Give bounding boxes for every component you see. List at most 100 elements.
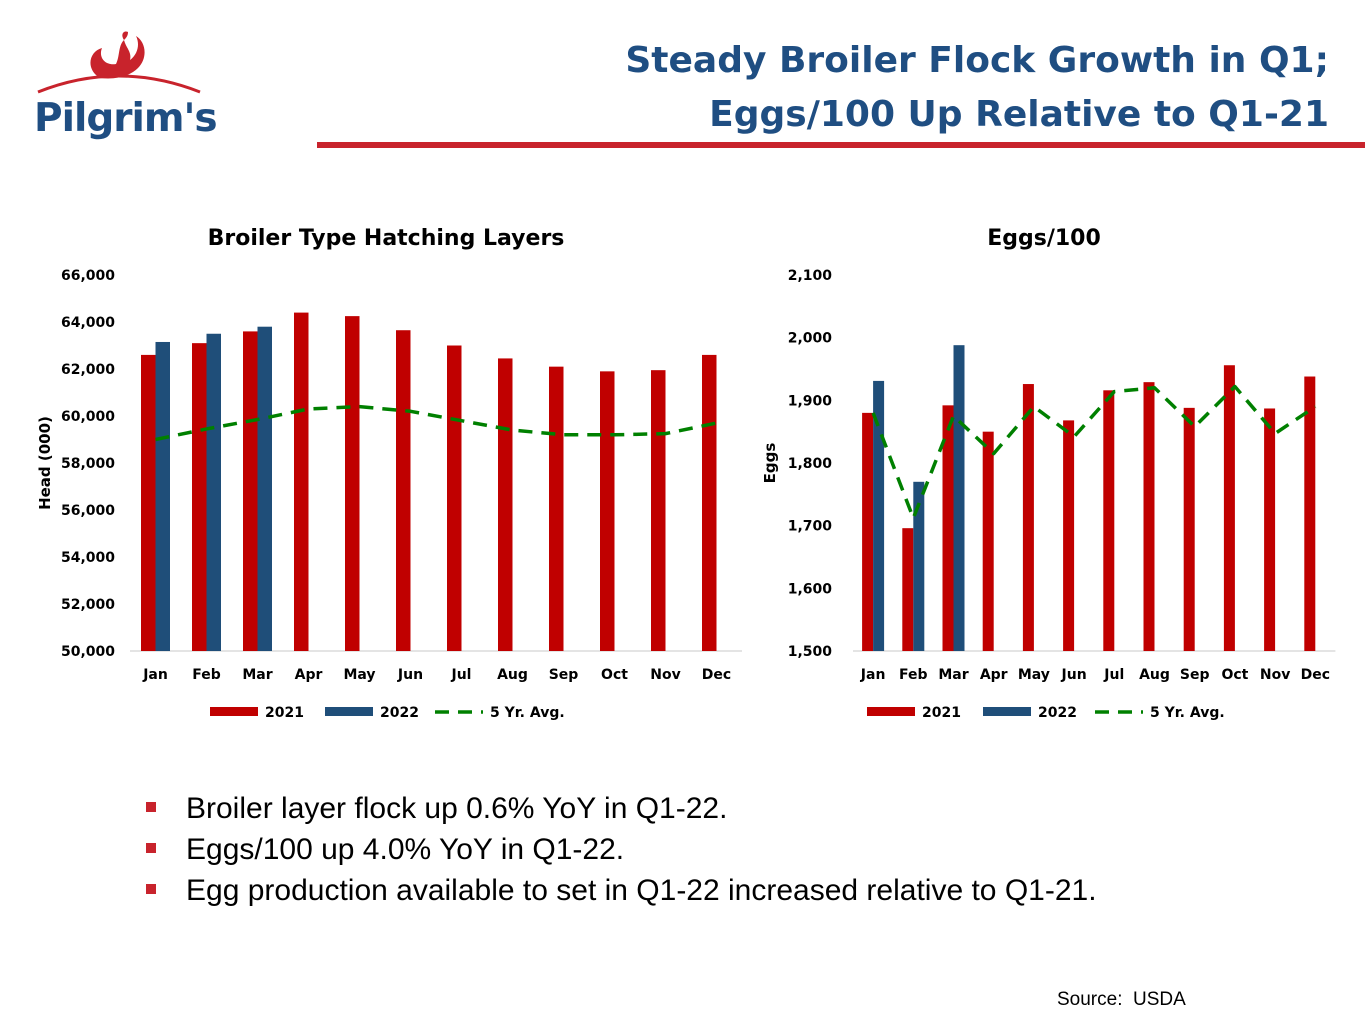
y-tick-label: 60,000	[61, 409, 115, 425]
bullet-list: Broiler layer flock up 0.6% YoY in Q1-22…	[140, 788, 1097, 911]
legend-label: 2021	[265, 705, 304, 721]
five-year-avg-line	[871, 384, 1317, 520]
hatching-layers-chart: Broiler Type Hatching Layers 50,000 52,000…	[30, 215, 750, 735]
y-tick-label: 54,000	[61, 550, 115, 566]
bar-2021	[1143, 382, 1155, 651]
bar-2021	[192, 343, 207, 651]
bar-2021	[345, 316, 360, 651]
bar-2021	[1183, 407, 1195, 651]
x-tick-label: Jan	[142, 667, 168, 683]
pilgrims-logo: Pilgrim's	[28, 30, 218, 145]
legend-swatch	[210, 707, 258, 716]
bar-2021	[942, 405, 954, 651]
x-tick-label: Jul	[451, 667, 472, 683]
legend-label: 2021	[922, 705, 961, 721]
bar-2022	[206, 333, 221, 651]
x-tick-label: Feb	[899, 667, 928, 683]
y-tick-label: 1,900	[788, 393, 833, 409]
bullet-item: Broiler layer flock up 0.6% YoY in Q1-22…	[140, 788, 1097, 829]
x-tick-label: May	[343, 667, 375, 683]
x-tick-label: Aug	[497, 667, 528, 683]
x-tick-label: Sep	[549, 667, 579, 683]
bar-2021	[243, 331, 258, 651]
chart-title: Broiler Type Hatching Layers	[208, 226, 565, 251]
x-tick-label: Aug	[1139, 667, 1170, 683]
source-note: Source: USDA	[1057, 989, 1186, 1010]
page-title: Steady Broiler Flock Growth in Q1; Eggs/…	[625, 34, 1329, 142]
bar-2021	[549, 366, 564, 651]
bar-2022	[155, 341, 170, 651]
hatching-layers-chart-svg: Broiler Type Hatching Layers 50,000 52,000…	[36, 226, 742, 721]
x-tick-label: Jan	[860, 667, 886, 683]
chart-title: Eggs/100	[987, 226, 1101, 251]
legend-swatch	[325, 707, 373, 716]
y-tick-label: 56,000	[61, 503, 115, 519]
legend-label: 5 Yr. Avg.	[1150, 705, 1225, 721]
x-tick-label: Dec	[702, 667, 731, 683]
x-tick-label: Mar	[938, 667, 968, 683]
y-tick-label: 58,000	[61, 456, 115, 472]
x-tick-label: Jun	[397, 667, 423, 683]
title-rule	[317, 142, 1365, 148]
page-title-line-1: Steady Broiler Flock Growth in Q1;	[625, 40, 1329, 81]
y-tick-label: 1,800	[788, 456, 833, 472]
legend-swatch	[983, 707, 1031, 716]
bar-2022	[257, 326, 272, 651]
legend-swatch	[867, 707, 915, 716]
bar-2021	[1103, 390, 1115, 651]
bar-2022	[913, 481, 925, 651]
rooster-icon	[37, 31, 201, 94]
x-tick-label: Jul	[1103, 667, 1124, 683]
y-tick-label: 50,000	[61, 644, 115, 660]
legend-label: 5 Yr. Avg.	[490, 705, 565, 721]
bar-2021	[294, 312, 309, 651]
bar-2022	[953, 345, 965, 651]
eggs-per-100-chart-svg: Eggs/100 1,500 1,600 1,700 1,800 1,900 2,000 2,…	[761, 226, 1336, 721]
y-tick-label: 2,000	[788, 331, 833, 347]
bar-2021	[862, 412, 874, 651]
bar-2021	[1304, 376, 1316, 651]
x-tick-label: Feb	[192, 667, 221, 683]
bar-2021	[498, 358, 513, 651]
bullet-marker-icon	[146, 884, 156, 894]
bar-2021	[141, 354, 156, 651]
bar-2021	[447, 345, 462, 651]
brand-name: Pilgrim's	[34, 96, 218, 141]
y-axis-label: Eggs	[761, 443, 779, 484]
x-tick-label: Mar	[242, 667, 272, 683]
bar-2021	[902, 528, 914, 651]
five-year-avg-line	[155, 404, 717, 442]
x-tick-label: Dec	[1301, 667, 1330, 683]
bullet-item: Eggs/100 up 4.0% YoY in Q1-22.	[140, 829, 1097, 870]
eggs-per-100-chart: Eggs/100 1,500 1,600 1,700 1,800 1,900 2,000 2,…	[755, 215, 1355, 735]
x-tick-label: Nov	[650, 667, 680, 683]
x-tick-label: Sep	[1180, 667, 1210, 683]
bar-2021	[1063, 420, 1075, 651]
bar-2021	[600, 371, 615, 651]
bullet-marker-icon	[146, 843, 156, 853]
x-tick-label: Jun	[1061, 667, 1087, 683]
bar-2021	[1223, 365, 1235, 651]
y-tick-label: 1,500	[788, 644, 833, 660]
y-axis-label: Head (000)	[36, 416, 54, 510]
y-tick-label: 64,000	[61, 315, 115, 331]
y-tick-label: 1,700	[788, 519, 833, 535]
bar-2021	[651, 370, 666, 651]
legend-label: 2022	[1038, 705, 1077, 721]
y-tick-label: 1,600	[788, 581, 833, 597]
bar-2021	[702, 354, 717, 651]
x-tick-label: Oct	[601, 667, 628, 683]
x-tick-label: Apr	[295, 667, 323, 683]
x-tick-label: Nov	[1260, 667, 1290, 683]
bar-2021	[1264, 408, 1276, 651]
bar-2021	[982, 431, 994, 651]
bar-2022	[873, 380, 885, 651]
bar-2021	[1022, 384, 1034, 651]
y-tick-label: 62,000	[61, 362, 115, 378]
x-tick-label: Apr	[980, 667, 1008, 683]
legend-label: 2022	[380, 705, 419, 721]
x-tick-label: May	[1018, 667, 1050, 683]
y-tick-label: 52,000	[61, 597, 115, 613]
y-tick-label: 66,000	[61, 268, 115, 284]
y-tick-label: 2,100	[788, 268, 833, 284]
